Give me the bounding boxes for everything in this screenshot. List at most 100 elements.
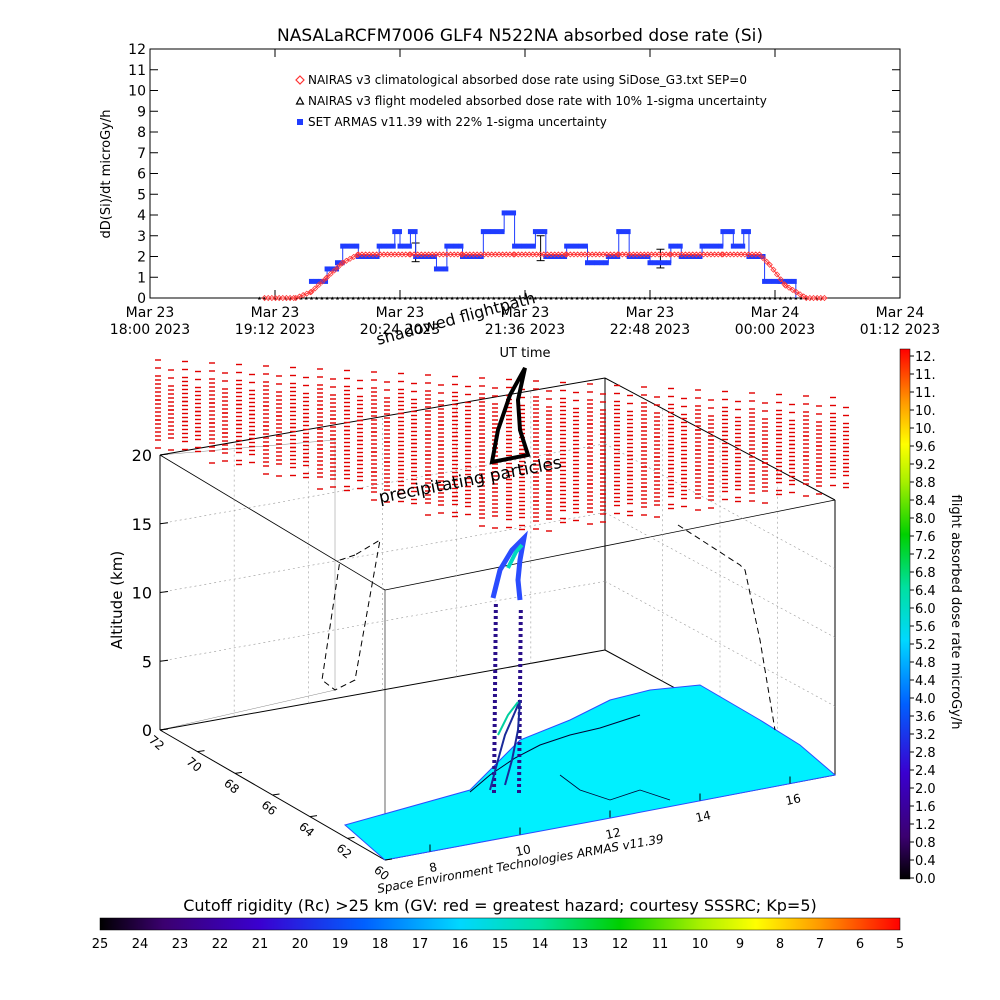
- series-point-nairas-flight: [325, 296, 329, 300]
- series-point-armas: [557, 254, 563, 259]
- series-point-nairas-flight: [434, 296, 438, 300]
- flight-point: [518, 664, 523, 667]
- series-point-nairas-flight: [533, 296, 537, 300]
- x-tick-label-date: Mar 24: [876, 305, 925, 321]
- series-point-nairas-flight: [778, 296, 782, 300]
- series-point-nairas-flight: [336, 296, 339, 300]
- series-point-nairas-flight: [716, 296, 720, 300]
- series-point-nairas-flight: [507, 296, 511, 300]
- grid-line: [604, 512, 836, 638]
- legend-marker-triangle: [295, 96, 305, 105]
- series-point-nairas-climatological: [800, 293, 807, 300]
- colorbar-dose-rate-tick-label: 2.8: [915, 746, 936, 761]
- flight-point: [518, 640, 523, 643]
- series-point-armas: [417, 254, 423, 259]
- series-point-armas: [585, 260, 590, 266]
- colorbar-cutoff-rigidity-tick-label: 18: [372, 937, 389, 952]
- y-tick-label: 0: [137, 291, 146, 307]
- series-point-armas: [340, 243, 346, 249]
- series-point-nairas-climatological: [334, 264, 342, 271]
- series-point-armas: [766, 278, 772, 284]
- legend-label: NAIRAS v3 climatological absorbed dose r…: [308, 73, 747, 87]
- series-point-nairas-climatological: [796, 291, 804, 298]
- series-point-armas: [762, 278, 768, 284]
- flight-point: [517, 724, 522, 727]
- series-point-nairas-flight: [403, 296, 407, 300]
- flight-point: [493, 652, 498, 655]
- series-point-nairas-flight: [257, 296, 261, 300]
- longitude-tick-label: 16: [784, 791, 802, 808]
- series-point-nairas-flight: [497, 296, 501, 300]
- series-point-nairas-flight: [492, 296, 496, 300]
- y-tick-label: 1: [137, 270, 146, 286]
- series-point-nairas-climatological: [785, 284, 793, 291]
- y-axis-label: dD(Si)/dt microGy/h: [99, 110, 114, 239]
- flight-point: [518, 688, 523, 691]
- series-point-nairas-flight: [330, 296, 334, 300]
- series-point-armas: [335, 260, 340, 266]
- colorbar-dose-rate-label: flight absorbed dose rate microGy/h: [948, 495, 963, 730]
- series-point-nairas-climatological: [315, 281, 322, 289]
- series-point-nairas-climatological: [777, 276, 784, 283]
- flight-point: [518, 670, 523, 673]
- flight-point: [493, 610, 498, 613]
- flight-point: [518, 622, 523, 625]
- flight-point: [493, 634, 498, 637]
- series-point-armas: [386, 243, 392, 249]
- x-tick-label-date: Mar 23: [501, 305, 550, 321]
- x-tick-label-time: 01:12 2023: [860, 322, 940, 338]
- series-point-nairas-flight: [341, 296, 345, 300]
- flight-point: [493, 628, 498, 631]
- series-point-armas: [532, 229, 538, 235]
- flight-path-cruise: [490, 530, 528, 601]
- flight-point: [493, 688, 498, 691]
- series-point-armas: [412, 229, 418, 235]
- series-point-armas: [392, 229, 398, 235]
- flight-point: [493, 676, 498, 679]
- series-point-armas: [537, 229, 543, 235]
- colorbar-dose-rate: 12. 11. 11. 10. 10. 9.6 9.2 8.8 8.4 8.0 7.6 7.2 6.8 6…: [899, 348, 963, 887]
- series-point-nairas-flight: [591, 296, 595, 300]
- figure-title: NASALaRCFM7006 GLF4 N522NA absorbed dose…: [277, 26, 763, 46]
- series-point-nairas-climatological: [290, 294, 297, 302]
- series-point-nairas-flight: [528, 296, 532, 300]
- series-point-nairas-flight: [773, 296, 777, 300]
- series-point-armas: [485, 229, 491, 235]
- series-point-armas: [620, 229, 626, 235]
- flight-shadow-right-wall: [677, 524, 776, 731]
- series-point-nairas-flight: [481, 296, 485, 300]
- series-point-nairas-flight: [643, 296, 647, 300]
- latitude-tick-mark: [347, 836, 355, 839]
- series-point-armas: [453, 243, 459, 249]
- series-point-armas: [568, 243, 574, 249]
- y-tick-label: 2: [137, 250, 146, 266]
- y-tick-label: 11: [128, 63, 146, 79]
- series-point-nairas-flight: [679, 296, 683, 300]
- series-point-nairas-flight: [705, 296, 709, 300]
- colorbar-cutoff-rigidity-tick-label: 22: [212, 937, 229, 952]
- y-tick-label: 8: [137, 125, 146, 141]
- series-point-nairas-flight: [414, 296, 418, 300]
- series-point-nairas-climatological: [339, 259, 346, 266]
- series-point-nairas-flight: [315, 296, 319, 300]
- colorbar-dose-rate-tick-label: 9.6: [915, 440, 936, 455]
- y-tick-label: 6: [137, 167, 146, 183]
- series-point-armas: [402, 243, 408, 249]
- series-point-nairas-climatological: [759, 254, 767, 262]
- flight-point: [517, 742, 522, 745]
- colorbar-dose-rate-tick-label: 6.4: [915, 584, 936, 599]
- series-point-nairas-climatological: [756, 251, 763, 258]
- flight-point: [517, 772, 522, 775]
- flight-point: [517, 766, 522, 769]
- series-point-nairas-flight: [419, 296, 423, 300]
- latitude-tick-mark: [159, 728, 168, 731]
- latitude-tick-mark: [272, 793, 280, 796]
- series-point-nairas-flight: [356, 296, 360, 300]
- colorbar-dose-rate-tick-label: 0.0: [915, 872, 936, 887]
- series-point-armas: [791, 278, 797, 284]
- series-point-nairas-flight: [377, 296, 381, 300]
- series-point-nairas-flight: [513, 296, 517, 300]
- x-tick-label-date: Mar 23: [251, 305, 300, 321]
- x-tick-label-date: Mar 24: [751, 305, 800, 321]
- series-point-nairas-flight: [617, 296, 621, 300]
